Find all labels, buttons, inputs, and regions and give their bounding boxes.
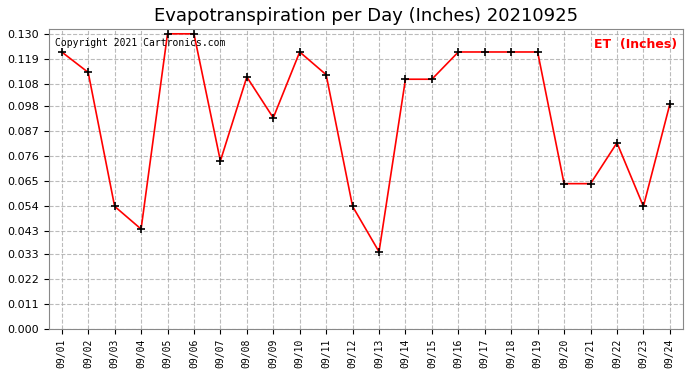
Text: ET  (Inches): ET (Inches) [593,38,677,51]
Title: Evapotranspiration per Day (Inches) 20210925: Evapotranspiration per Day (Inches) 2021… [154,7,578,25]
Text: Copyright 2021 Cartronics.com: Copyright 2021 Cartronics.com [55,38,225,48]
